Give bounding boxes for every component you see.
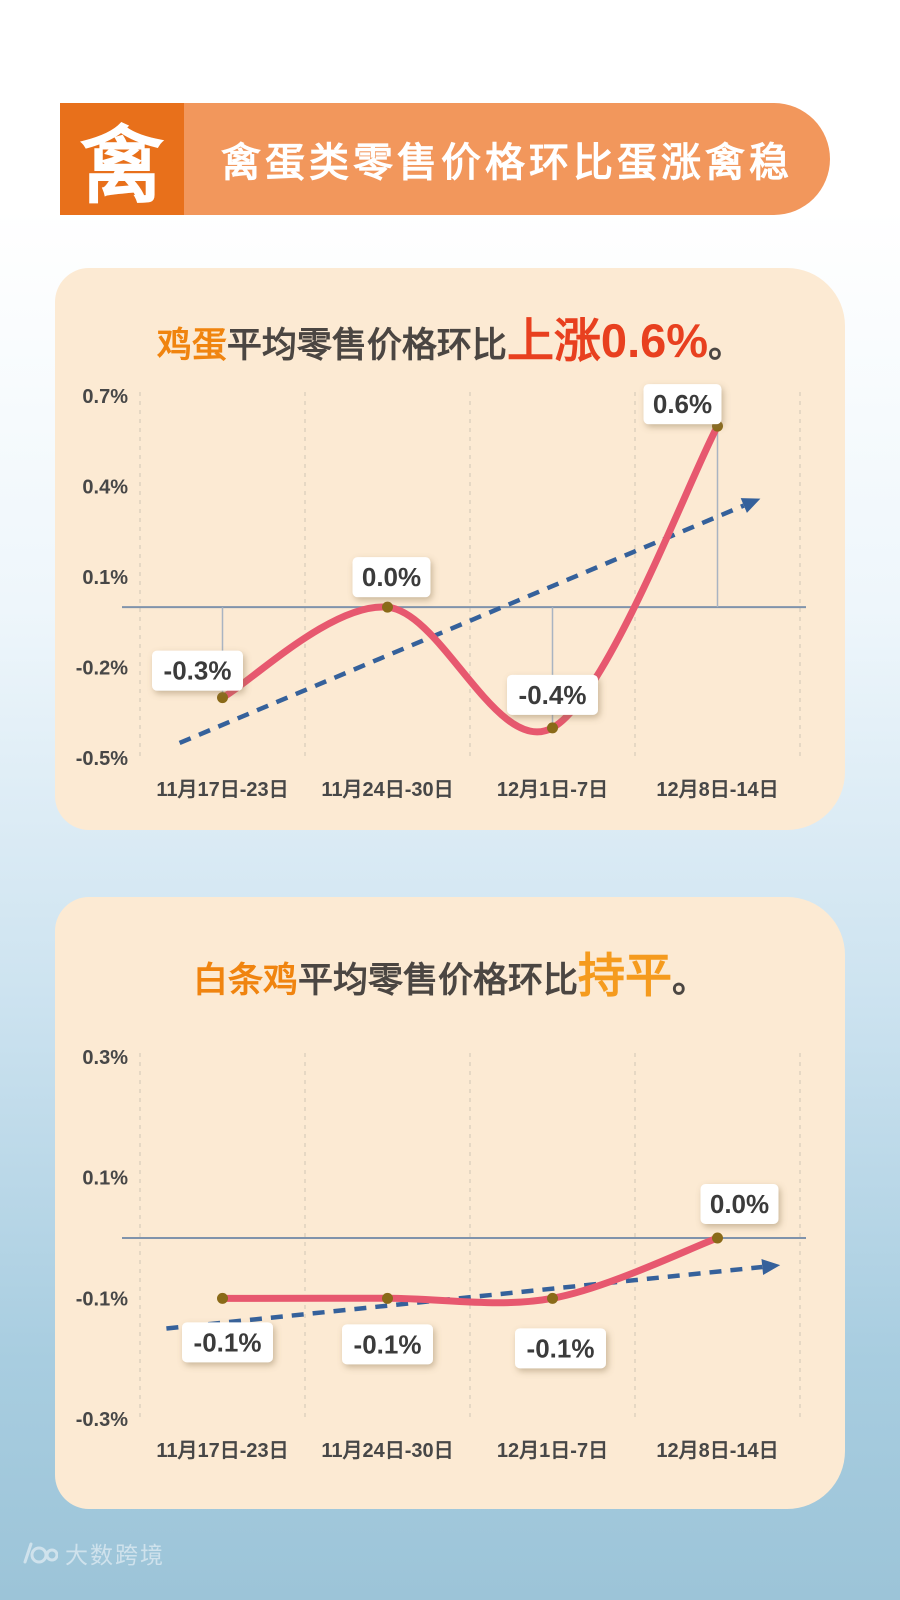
header-badge: 禽	[60, 103, 184, 215]
chicken-line-chart: -0.1% -0.1% -0.1% 0.0% 0.3% 0.1% -0.1% -0.3% 11月…	[70, 1037, 830, 1479]
chicken-price-card: 白条鸡平均零售价格环比持平。 -0.1% -0.1% -0.1% 0.0% 0.3% 0.…	[55, 897, 845, 1509]
egg-line-chart: -0.3% 0.0% -0.4% 0.6% 0.7% 0.4% 0.1% -0.2% -0.5%…	[70, 376, 830, 818]
svg-text:0.7%: 0.7%	[82, 386, 128, 408]
svg-text:-0.1%: -0.1%	[354, 1329, 422, 1359]
svg-text:-0.1%: -0.1%	[527, 1333, 595, 1363]
svg-text:0.3%: 0.3%	[82, 1047, 128, 1069]
brand-watermark: 大数跨境	[22, 1536, 165, 1570]
svg-text:-0.3%: -0.3%	[164, 656, 232, 686]
egg-title-highlight: 上涨0.6%	[506, 314, 709, 367]
svg-text:0.6%: 0.6%	[653, 389, 712, 419]
egg-title-middle: 平均零售价格环比	[226, 326, 507, 365]
chicken-title-suffix: 。	[672, 961, 708, 1000]
header-banner: 禽蛋类零售价格环比蛋涨禽稳	[184, 103, 830, 215]
chicken-title-highlight: 持平	[578, 949, 672, 1002]
svg-text:0.0%: 0.0%	[710, 1189, 769, 1219]
egg-chart-title: 鸡蛋平均零售价格环比上涨0.6%。	[55, 302, 845, 371]
svg-text:-0.1%: -0.1%	[194, 1327, 262, 1357]
svg-text:0.1%: 0.1%	[82, 567, 128, 589]
brand-watermark-text: 大数跨境	[65, 1542, 165, 1568]
svg-text:11月17日-23日: 11月17日-23日	[156, 779, 288, 801]
svg-text:11月24日-30日: 11月24日-30日	[321, 1440, 453, 1462]
egg-title-product: 鸡蛋	[156, 326, 227, 365]
svg-text:0.1%: 0.1%	[82, 1168, 128, 1190]
svg-text:-0.5%: -0.5%	[76, 748, 128, 770]
svg-text:-0.2%: -0.2%	[76, 658, 128, 680]
header-badge-character: 禽	[79, 118, 164, 213]
svg-text:-0.4%: -0.4%	[519, 680, 587, 710]
svg-text:12月8日-14日: 12月8日-14日	[656, 1440, 778, 1462]
egg-price-card: 鸡蛋平均零售价格环比上涨0.6%。 -0.3% 0.0% -0.4% 0.6% 0.7%…	[55, 268, 845, 830]
svg-text:11月17日-23日: 11月17日-23日	[156, 1440, 288, 1462]
page-title: 禽蛋类零售价格环比蛋涨禽稳	[221, 141, 793, 185]
header: 禽 禽蛋类零售价格环比蛋涨禽稳	[60, 103, 830, 215]
svg-text:-0.3%: -0.3%	[76, 1409, 128, 1431]
egg-title-suffix: 。	[708, 326, 744, 365]
svg-text:0.0%: 0.0%	[362, 562, 421, 592]
svg-text:11月24日-30日: 11月24日-30日	[321, 779, 453, 801]
svg-text:-0.1%: -0.1%	[76, 1288, 128, 1310]
svg-text:12月1日-7日: 12月1日-7日	[497, 1440, 608, 1462]
svg-text:12月1日-7日: 12月1日-7日	[497, 779, 608, 801]
chicken-title-product: 白条鸡	[192, 961, 298, 1000]
svg-text:0.4%: 0.4%	[82, 477, 128, 499]
svg-text:12月8日-14日: 12月8日-14日	[656, 779, 778, 801]
chicken-chart-title: 白条鸡平均零售价格环比持平。	[55, 937, 845, 1006]
chicken-title-middle: 平均零售价格环比	[297, 961, 578, 1000]
brand-logo-icon	[23, 1542, 58, 1564]
